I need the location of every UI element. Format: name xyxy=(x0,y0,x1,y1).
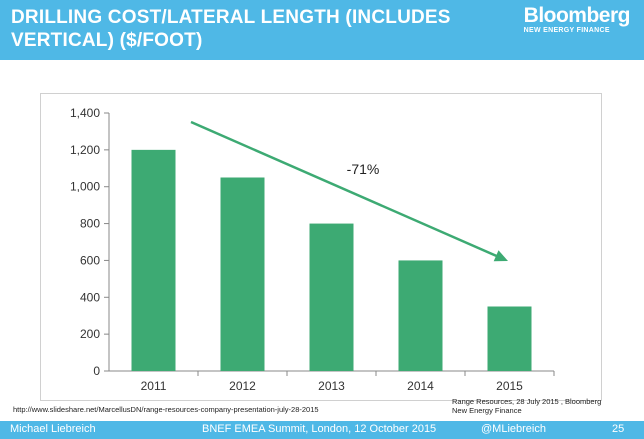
bar-2011 xyxy=(131,149,176,371)
x-tick-label: 2011 xyxy=(141,379,167,393)
bar-2015 xyxy=(487,306,532,371)
page-number: 25 xyxy=(612,423,625,435)
x-tick-label: 2013 xyxy=(318,379,345,393)
bar-2012 xyxy=(220,177,265,371)
source-url: http://www.slideshare.net/MarcellusDN/ra… xyxy=(13,405,319,414)
y-tick-label: 600 xyxy=(80,253,100,267)
footer-author: Michael Liebreich xyxy=(10,423,96,435)
bloomberg-logo: Bloomberg NEW ENERGY FINANCE xyxy=(523,4,631,35)
x-tick-label: 2015 xyxy=(496,379,523,393)
source-credit: Range Resources, 28 July 2015 , Bloomber… xyxy=(452,397,602,415)
y-tick-label: 200 xyxy=(80,327,100,341)
x-tick-label: 2012 xyxy=(229,379,256,393)
trend-arrow-head xyxy=(493,250,508,262)
trend-annotation-label: -71% xyxy=(347,161,380,177)
footer-handle: @MLiebreich xyxy=(481,423,546,435)
bar-2013 xyxy=(309,223,354,371)
logo-sub-text: NEW ENERGY FINANCE xyxy=(523,27,610,34)
x-tick-label: 2014 xyxy=(407,379,434,393)
bar-2014 xyxy=(398,260,443,371)
y-tick-label: 800 xyxy=(80,217,100,231)
bar-chart: 0 200 400 600 800 1,000 1,200 1,400 2011 2012 2013… xyxy=(70,106,555,393)
trend-arrow-line xyxy=(190,120,501,259)
y-tick-label: 400 xyxy=(80,290,100,304)
footer-event: BNEF EMEA Summit, London, 12 October 201… xyxy=(202,423,437,435)
y-tick-label: 1,000 xyxy=(70,180,100,194)
title-bar: DRILLING COST/LATERAL LENGTH (INCLUDES V… xyxy=(0,0,644,60)
y-tick-label: 1,200 xyxy=(70,143,100,157)
footer-bar: Michael Liebreich BNEF EMEA Summit, Lond… xyxy=(0,421,644,439)
chart-frame: 0 200 400 600 800 1,000 1,200 1,400 2011 2012 2013… xyxy=(40,93,602,401)
y-tick-label: 0 xyxy=(93,364,100,378)
logo-main-text: Bloomberg xyxy=(523,4,631,27)
y-tick-label: 1,400 xyxy=(70,106,100,120)
slide-title: DRILLING COST/LATERAL LENGTH (INCLUDES V… xyxy=(11,7,451,51)
